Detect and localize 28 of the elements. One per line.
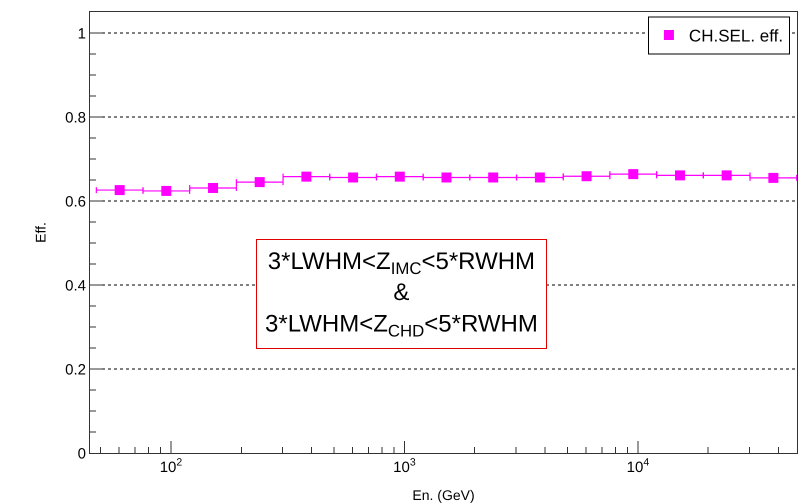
point	[768, 172, 778, 183]
point	[114, 185, 125, 196]
point	[582, 171, 592, 182]
y-tick-label: 0.2	[65, 361, 86, 378]
x-tick-label: 10$^{2}$	[160, 456, 182, 476]
y-tick-label: 0	[78, 445, 86, 462]
y-tick-label: 0.8	[65, 109, 86, 126]
x-axis-title: En. (GeV)	[412, 487, 475, 503]
point	[674, 170, 685, 180]
point	[301, 172, 312, 182]
x-tick-label: 10$^{4}$	[626, 456, 650, 476]
point	[534, 172, 545, 182]
y-axis-title: Eff.	[32, 222, 49, 243]
y-tick-label: 0.4	[65, 277, 86, 294]
annotation: 3*LWHM<Z$_{IMC}$<5*RWHM & 3*LWHM<Z$_{CHD}$<5*RWHM	[265, 248, 538, 340]
point	[348, 172, 358, 182]
point	[161, 186, 172, 196]
point	[628, 169, 638, 180]
point	[722, 170, 732, 180]
point	[394, 172, 405, 182]
point	[208, 182, 218, 193]
point	[488, 172, 498, 182]
x-tick-label: 10$^{3}$	[393, 456, 416, 476]
y-tick-label: 1	[78, 25, 86, 42]
legend-label: CH.SEL. eff.	[688, 26, 784, 46]
point	[442, 172, 452, 182]
point	[254, 177, 265, 188]
y-tick-label: 0.6	[65, 193, 86, 210]
